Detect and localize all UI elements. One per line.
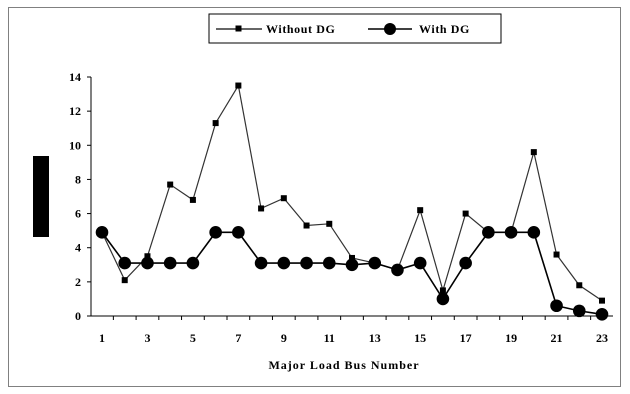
- x-axis-label: Major Load Bus Number: [268, 358, 419, 372]
- data-point-without-dg: [144, 253, 151, 260]
- x-tick-label: 23: [596, 331, 608, 345]
- x-tick-label: 9: [281, 331, 287, 345]
- series-group: [95, 82, 609, 321]
- y-tick-label: 6: [75, 207, 81, 221]
- x-tick-label: 5: [190, 331, 196, 345]
- data-point-without-dg: [121, 277, 128, 284]
- data-point-with-dg: [322, 256, 336, 270]
- chart-frame: [8, 7, 621, 387]
- data-point-without-dg: [280, 195, 287, 202]
- data-point-with-dg: [209, 226, 222, 239]
- axes: [87, 76, 613, 320]
- data-point-with-dg: [118, 256, 132, 270]
- y-tick-labels: 0 2 4 6 8 10 12 14: [69, 70, 81, 323]
- data-point-with-dg: [595, 307, 609, 321]
- x-tick-label: 7: [235, 331, 241, 345]
- y-tick-label: 2: [75, 275, 81, 289]
- data-point-without-dg: [599, 297, 605, 304]
- data-point-without-dg: [349, 254, 355, 261]
- data-point-with-dg: [391, 263, 404, 277]
- data-point-without-dg: [439, 287, 446, 294]
- data-point-without-dg: [235, 82, 242, 89]
- data-point-without-dg: [462, 210, 469, 217]
- data-point-with-dg: [482, 226, 495, 239]
- data-point-with-dg: [459, 256, 472, 270]
- data-point-without-dg: [553, 251, 560, 258]
- data-point-with-dg: [254, 256, 268, 270]
- x-tick-labels: 1 3 5 7 9 11 13 15 17 19 21 23: [99, 331, 608, 345]
- y-tick-label: 14: [69, 70, 81, 84]
- y-tick-label: 4: [75, 241, 81, 255]
- data-point-with-dg: [186, 256, 200, 270]
- data-point-without-dg: [303, 222, 310, 229]
- y-tick-label: 0: [75, 309, 81, 323]
- data-point-without-dg: [576, 282, 583, 289]
- legend: Without DG With DG: [208, 13, 502, 44]
- x-tick-label: 3: [144, 331, 150, 345]
- data-point-with-dg: [163, 256, 177, 270]
- legend-label-without-dg: Without DG: [266, 22, 335, 36]
- data-point-with-dg: [436, 292, 450, 306]
- data-point-with-dg: [368, 256, 382, 270]
- x-tick-label: 15: [414, 331, 426, 345]
- data-point-with-dg: [95, 226, 109, 239]
- y-tick-label: 10: [69, 138, 81, 152]
- legend-label-with-dg: With DG: [419, 22, 470, 36]
- left-black-bar: [33, 156, 49, 237]
- data-point-with-dg: [527, 226, 541, 239]
- data-point-with-dg: [277, 256, 291, 270]
- data-point-without-dg: [212, 120, 219, 127]
- legend-marker-with-dg: [384, 23, 396, 35]
- series-line-with-dg: [101, 231, 603, 316]
- data-point-with-dg: [550, 299, 563, 313]
- data-point-with-dg: [300, 256, 313, 270]
- x-tick-label: 1: [99, 331, 105, 345]
- x-tick-label: 13: [369, 331, 381, 345]
- x-tick-label: 17: [460, 331, 472, 345]
- x-tick-label: 11: [324, 331, 335, 345]
- data-point-without-dg: [530, 149, 537, 156]
- legend-marker-without-dg: [235, 25, 242, 32]
- data-point-without-dg: [167, 181, 174, 188]
- data-point-without-dg: [417, 207, 424, 214]
- data-point-without-dg: [326, 220, 333, 227]
- y-tick-label: 8: [75, 172, 81, 186]
- data-point-with-dg: [232, 226, 245, 239]
- data-point-with-dg: [345, 258, 359, 272]
- data-point-with-dg: [572, 304, 586, 318]
- data-point-without-dg: [189, 196, 196, 203]
- x-tick-label: 21: [551, 331, 563, 345]
- data-point-without-dg: [258, 205, 265, 212]
- y-tick-label: 12: [69, 104, 81, 118]
- data-point-with-dg: [413, 256, 427, 270]
- data-point-with-dg: [504, 226, 518, 239]
- x-tick-label: 19: [505, 331, 517, 345]
- data-point-with-dg: [141, 256, 154, 270]
